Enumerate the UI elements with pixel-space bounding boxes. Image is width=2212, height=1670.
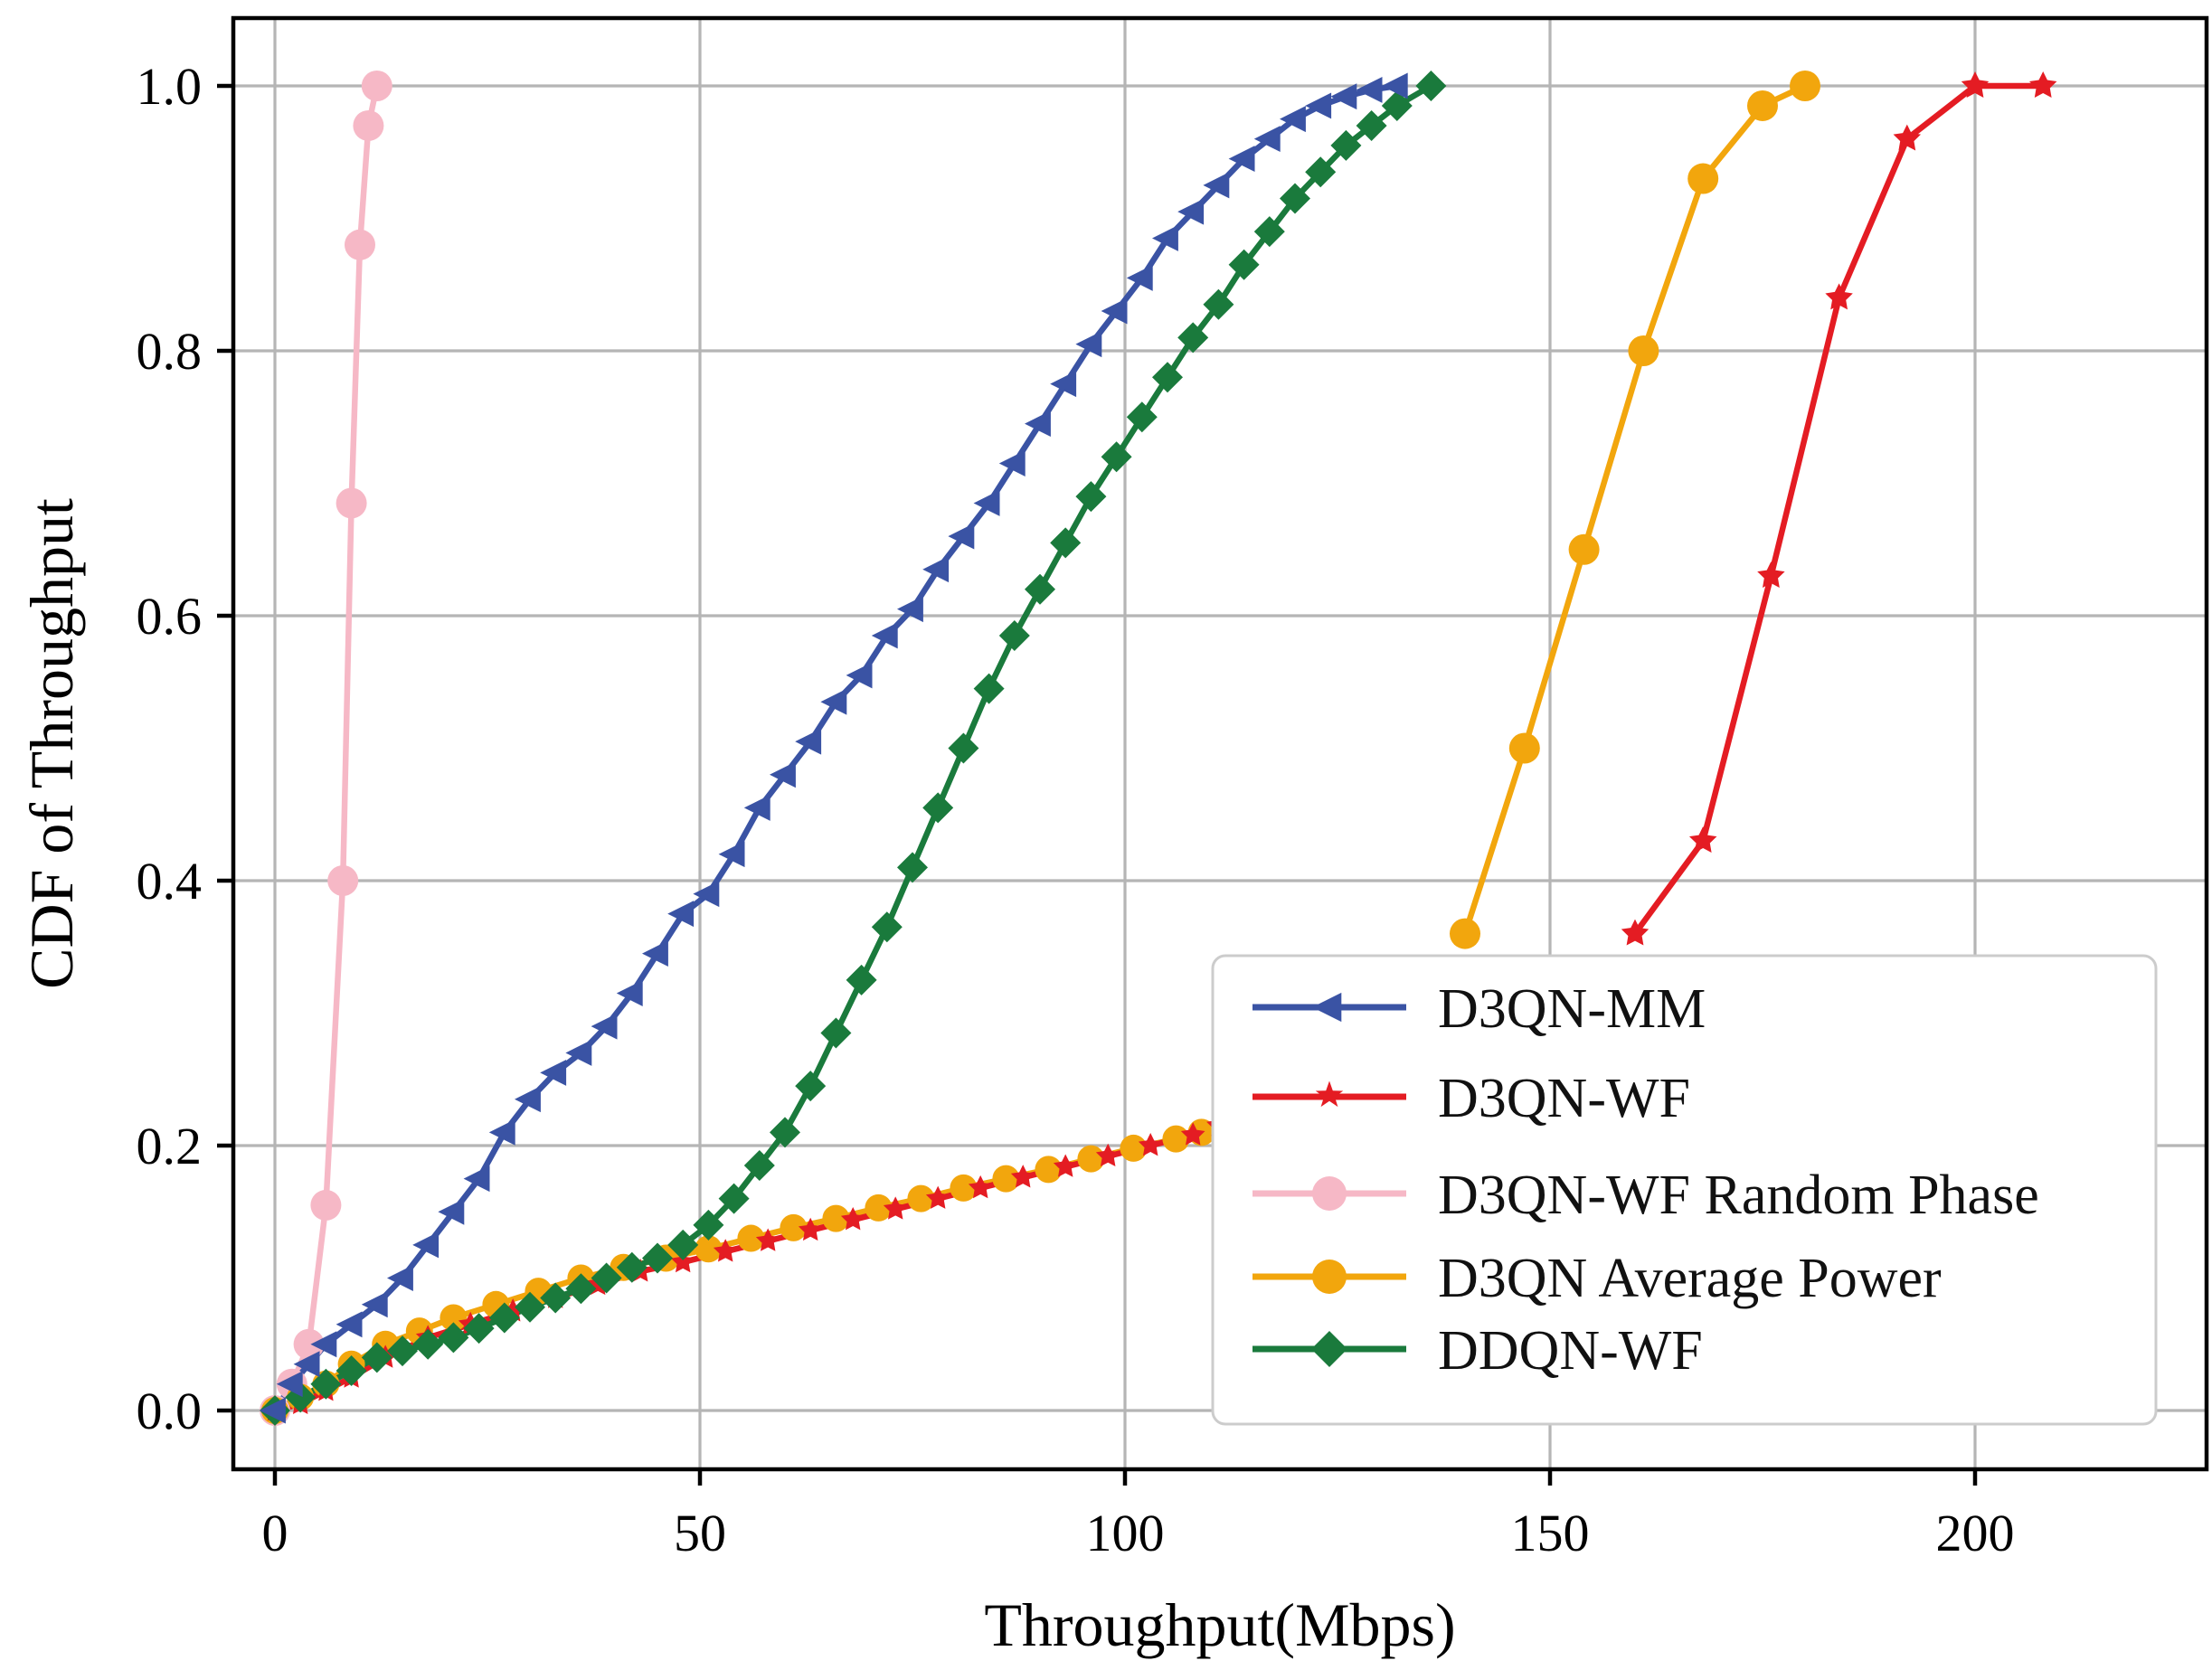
svg-text:D3QN Average Power: D3QN Average Power xyxy=(1438,1248,1942,1309)
svg-text:100: 100 xyxy=(1086,1504,1165,1562)
svg-text:50: 50 xyxy=(674,1504,726,1562)
svg-text:0.8: 0.8 xyxy=(137,322,203,381)
svg-text:CDF of Throughput: CDF of Throughput xyxy=(17,498,86,989)
svg-text:200: 200 xyxy=(1936,1504,2015,1562)
svg-text:DDQN-WF: DDQN-WF xyxy=(1438,1320,1703,1382)
svg-text:0.4: 0.4 xyxy=(137,852,203,910)
svg-text:0.2: 0.2 xyxy=(137,1117,203,1175)
svg-text:D3QN-MM: D3QN-MM xyxy=(1438,978,1706,1040)
svg-text:150: 150 xyxy=(1511,1504,1590,1562)
svg-text:0.6: 0.6 xyxy=(137,587,203,646)
svg-text:0: 0 xyxy=(262,1504,288,1562)
svg-text:1.0: 1.0 xyxy=(137,57,203,116)
svg-text:0.0: 0.0 xyxy=(137,1382,203,1440)
svg-text:Throughput(Mbps): Throughput(Mbps) xyxy=(984,1590,1455,1659)
svg-text:D3QN-WF Random Phase: D3QN-WF Random Phase xyxy=(1438,1165,2039,1226)
svg-text:D3QN-WF: D3QN-WF xyxy=(1438,1068,1690,1129)
